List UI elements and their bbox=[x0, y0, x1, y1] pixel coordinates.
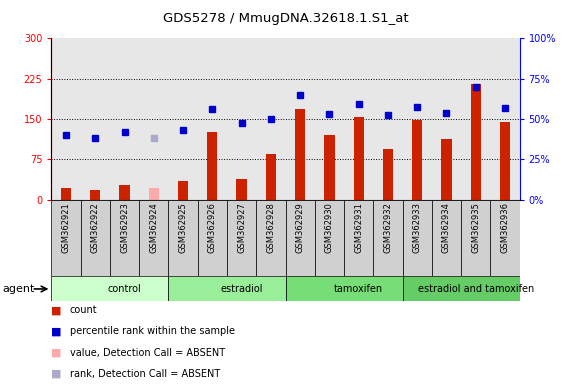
Text: GSM362926: GSM362926 bbox=[208, 202, 217, 253]
Text: value, Detection Call = ABSENT: value, Detection Call = ABSENT bbox=[70, 348, 225, 358]
Bar bbox=[81, 38, 110, 200]
Text: ■: ■ bbox=[51, 348, 62, 358]
Bar bbox=[119, 185, 130, 200]
Text: GSM362933: GSM362933 bbox=[413, 202, 422, 253]
Bar bbox=[441, 139, 452, 200]
Bar bbox=[315, 38, 344, 200]
Bar bbox=[148, 188, 159, 200]
Bar bbox=[344, 38, 373, 200]
Text: GSM362927: GSM362927 bbox=[237, 202, 246, 253]
Bar bbox=[286, 38, 315, 200]
Bar bbox=[110, 38, 139, 200]
Text: agent: agent bbox=[3, 284, 35, 294]
Text: GSM362921: GSM362921 bbox=[62, 202, 71, 253]
Text: ■: ■ bbox=[51, 369, 62, 379]
Bar bbox=[51, 200, 81, 276]
Bar bbox=[81, 200, 110, 276]
Bar bbox=[403, 200, 432, 276]
Text: GSM362936: GSM362936 bbox=[500, 202, 509, 253]
Bar bbox=[461, 200, 490, 276]
Text: GSM362934: GSM362934 bbox=[442, 202, 451, 253]
Bar bbox=[61, 188, 71, 200]
Text: ■: ■ bbox=[51, 305, 62, 315]
Bar bbox=[207, 132, 218, 200]
Text: GSM362931: GSM362931 bbox=[354, 202, 363, 253]
Bar bbox=[51, 38, 81, 200]
Text: GSM362928: GSM362928 bbox=[266, 202, 275, 253]
Bar bbox=[90, 190, 100, 200]
Text: rank, Detection Call = ABSENT: rank, Detection Call = ABSENT bbox=[70, 369, 220, 379]
Bar bbox=[403, 276, 520, 301]
Bar bbox=[236, 179, 247, 200]
Bar bbox=[412, 120, 423, 200]
Text: GSM362935: GSM362935 bbox=[471, 202, 480, 253]
Bar bbox=[471, 84, 481, 200]
Bar bbox=[266, 154, 276, 200]
Text: GDS5278 / MmugDNA.32618.1.S1_at: GDS5278 / MmugDNA.32618.1.S1_at bbox=[163, 12, 408, 25]
Text: tamoxifen: tamoxifen bbox=[334, 284, 383, 294]
Text: GSM362922: GSM362922 bbox=[91, 202, 100, 253]
Text: estradiol and tamoxifen: estradiol and tamoxifen bbox=[417, 284, 534, 294]
Bar bbox=[490, 200, 520, 276]
Bar bbox=[139, 200, 168, 276]
Text: estradiol: estradiol bbox=[220, 284, 263, 294]
Bar bbox=[51, 276, 168, 301]
Bar bbox=[461, 38, 490, 200]
Bar bbox=[168, 38, 198, 200]
Bar bbox=[373, 38, 403, 200]
Bar bbox=[500, 122, 510, 200]
Text: ■: ■ bbox=[51, 326, 62, 336]
Bar bbox=[286, 276, 403, 301]
Bar bbox=[490, 38, 520, 200]
Text: GSM362929: GSM362929 bbox=[296, 202, 305, 253]
Bar bbox=[353, 118, 364, 200]
Bar bbox=[198, 38, 227, 200]
Bar bbox=[110, 200, 139, 276]
Bar bbox=[198, 200, 227, 276]
Bar bbox=[227, 38, 256, 200]
Bar bbox=[256, 38, 286, 200]
Text: GSM362925: GSM362925 bbox=[179, 202, 188, 253]
Text: GSM362932: GSM362932 bbox=[383, 202, 392, 253]
Text: count: count bbox=[70, 305, 97, 315]
Bar bbox=[256, 200, 286, 276]
Bar bbox=[432, 38, 461, 200]
Bar bbox=[168, 200, 198, 276]
Bar bbox=[403, 38, 432, 200]
Bar bbox=[373, 200, 403, 276]
Text: GSM362930: GSM362930 bbox=[325, 202, 334, 253]
Bar bbox=[383, 149, 393, 200]
Bar bbox=[432, 200, 461, 276]
Bar bbox=[295, 109, 305, 200]
Bar bbox=[227, 200, 256, 276]
Text: GSM362924: GSM362924 bbox=[149, 202, 158, 253]
Bar bbox=[286, 200, 315, 276]
Bar bbox=[168, 276, 286, 301]
Bar bbox=[178, 181, 188, 200]
Bar bbox=[344, 200, 373, 276]
Bar bbox=[139, 38, 168, 200]
Text: control: control bbox=[108, 284, 142, 294]
Text: GSM362923: GSM362923 bbox=[120, 202, 129, 253]
Bar bbox=[324, 135, 335, 200]
Bar bbox=[315, 200, 344, 276]
Text: percentile rank within the sample: percentile rank within the sample bbox=[70, 326, 235, 336]
